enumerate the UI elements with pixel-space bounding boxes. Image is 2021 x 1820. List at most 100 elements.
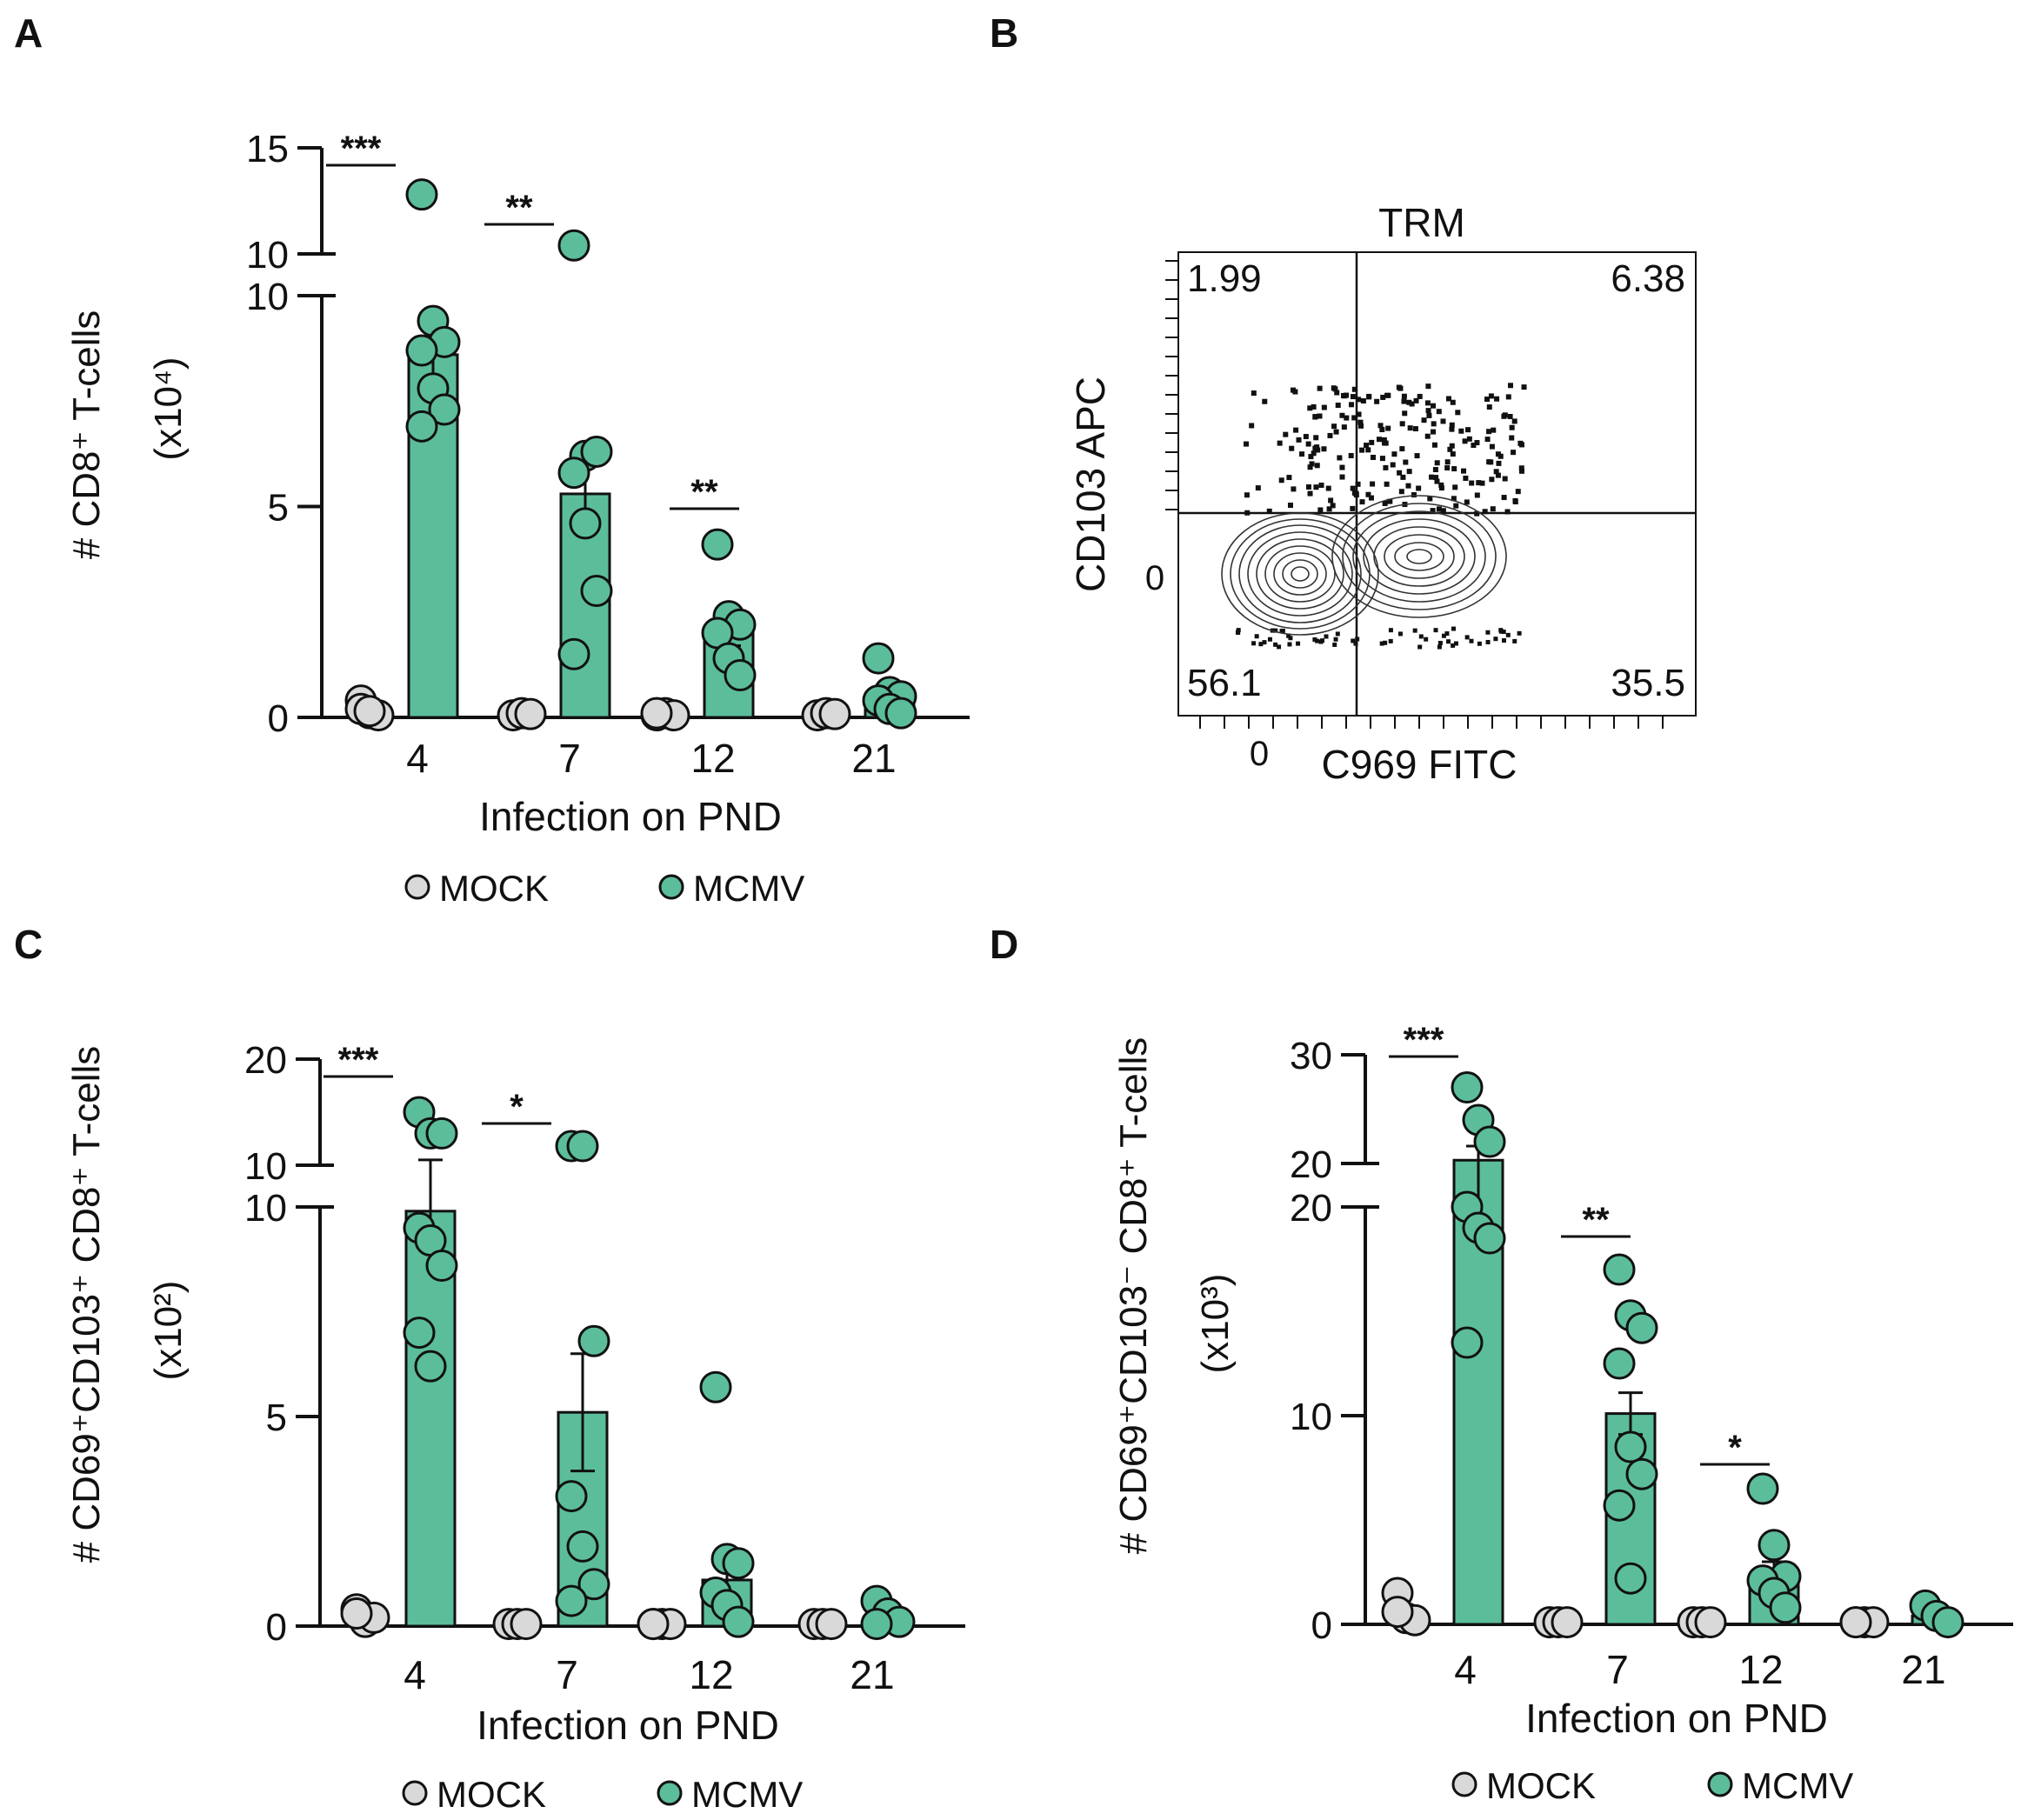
panel-b-event-dot-226 (1431, 421, 1437, 427)
panel-b-event-dot-172 (1471, 443, 1477, 449)
panel-d-legend-mcmv-label: MCMV (1742, 1765, 1853, 1806)
panel-c-ytick-label-lower-0: 0 (266, 1606, 287, 1649)
panel-b-event-dot-194 (1327, 432, 1333, 438)
panel-b-event-dot-134 (1350, 394, 1356, 400)
panel-a-point-mock-3-2 (818, 697, 851, 730)
panel-b-event-dot-96 (1426, 412, 1432, 418)
panel-a-point-mcmv-0-5 (428, 393, 461, 426)
panel-b-title: TRM (1378, 200, 1465, 245)
panel-d-ytick-label-lower-0: 0 (1311, 1604, 1332, 1647)
panel-b-event-dot-77 (1431, 442, 1437, 448)
panel-b-event-dot-116 (1490, 506, 1496, 512)
panel-b-event-dot-258 (1463, 475, 1469, 481)
panel-b-event-dot-178 (1364, 443, 1370, 449)
panel-b-event-dot-199 (1403, 459, 1409, 465)
panel-b-event-dot-239 (1434, 460, 1440, 466)
panel-b-event-dot-176 (1313, 484, 1319, 490)
panel-b-event-dot-197 (1350, 485, 1356, 491)
panel-b-event-dot-50 (1286, 475, 1292, 481)
panel-label-c: C (14, 922, 43, 967)
panel-b-contour-right-8 (1406, 549, 1432, 564)
panel-b-event-dot-low-36 (1418, 634, 1424, 639)
panel-c-point-mcmv-0-7 (414, 1350, 447, 1383)
panel-d-point-mcmv-0-2 (1473, 1125, 1506, 1158)
panel-b-event-dot-195 (1495, 472, 1501, 478)
panel-b-event-dot-low-49 (1397, 631, 1403, 637)
panel-b-event-dot-low-39 (1353, 641, 1358, 646)
panel-b-event-dot-85 (1424, 433, 1431, 439)
panel-b-event-dot-103 (1289, 445, 1295, 451)
panel-c-point-mcmv-1-1 (566, 1130, 599, 1163)
panel-a-point-mcmv-3-5 (884, 697, 917, 730)
panel-b-event-dot-253 (1383, 464, 1389, 470)
panel-d-xtick-label-2: 12 (1738, 1647, 1783, 1692)
panel-d-point-mcmv-2-0 (1746, 1472, 1779, 1505)
panel-c-chart: # CD69⁺CD103⁺ CD8⁺ T-cells (x10²) Infect… (65, 1039, 965, 1815)
panel-b-event-dot-low-32 (1277, 644, 1282, 650)
panel-b-event-dot-41 (1434, 478, 1440, 484)
panel-b-event-dot-low-52 (1437, 640, 1443, 645)
panel-b-event-dot-low-15 (1388, 638, 1393, 643)
panel-b-event-dot-low-18 (1469, 638, 1474, 643)
panel-b-event-dot-86 (1452, 484, 1458, 490)
panel-b-event-dot-233 (1455, 410, 1461, 416)
panel-b-event-dot-34 (1318, 482, 1324, 488)
panel-b-population-right (1331, 495, 1507, 618)
panel-b-quadrant-bottom-right: 35.5 (1611, 662, 1685, 704)
panel-b-event-dot-198 (1291, 486, 1297, 492)
panel-b-event-dot-low-53 (1446, 639, 1451, 644)
panel-a-xtick-label-2: 12 (690, 736, 735, 781)
panel-a-legend-mock-marker (404, 874, 430, 900)
panel-b-event-dot-57 (1321, 446, 1327, 452)
panel-b-event-dot-low-55 (1379, 641, 1384, 646)
panel-b-event-dot-low-16 (1262, 640, 1267, 645)
panel-b-event-dot-154 (1486, 404, 1492, 410)
panel-b-event-dot-179 (1484, 397, 1491, 403)
panel-c-point-mcmv-0-6 (403, 1317, 436, 1350)
panel-b-event-dot-171 (1358, 423, 1364, 429)
panel-label-b: B (990, 10, 1018, 56)
panel-c-xtick-label-0: 4 (404, 1652, 426, 1697)
panel-b-event-dot-low-38 (1288, 636, 1293, 641)
panel-b-event-dot-180 (1381, 437, 1387, 443)
panel-d-point-mcmv-1-7 (1614, 1562, 1647, 1595)
panel-a-ytick-label-upper-1: 15 (246, 128, 289, 170)
panel-b-event-dot-146 (1311, 450, 1317, 457)
panel-b-event-dot-243 (1344, 415, 1350, 421)
panel-d-legend-mock-marker (1451, 1771, 1477, 1797)
panel-b-event-dot-214 (1413, 397, 1419, 403)
panel-b-event-dot-low-14 (1464, 635, 1470, 640)
panel-b-event-dot-67 (1421, 417, 1427, 423)
panel-a-sig-label-0: *** (341, 130, 382, 168)
panel-b-event-dot-250 (1385, 392, 1391, 398)
panel-c-point-mcmv-1-4 (566, 1530, 599, 1563)
panel-b-event-dot-98 (1496, 460, 1502, 466)
panel-c-ylabel-unit: (x10²) (147, 1281, 190, 1381)
panel-c-sig-label-1: * (510, 1088, 524, 1126)
panel-b-event-dot-200 (1339, 464, 1345, 470)
panel-d-sig-label-0: *** (1404, 1021, 1444, 1059)
panel-c-point-mock-0-3 (340, 1597, 373, 1630)
panel-b-event-dot-240 (1255, 485, 1261, 491)
panel-b-contour-right-3 (1352, 510, 1486, 603)
panel-d-ylabel-unit: (x10³) (1194, 1274, 1237, 1374)
panel-d-sig-label-1: ** (1582, 1201, 1610, 1239)
panel-b-event-dot-212 (1521, 384, 1527, 390)
panel-b-event-dot-110 (1351, 386, 1357, 392)
panel-b-event-dot-237 (1469, 480, 1475, 486)
panel-b-y-tick: 0 (1145, 559, 1164, 597)
panel-a-point-mock-1-2 (514, 697, 547, 730)
panel-b-event-dot-97 (1449, 422, 1455, 428)
panel-b-event-dot-low-46 (1451, 626, 1456, 631)
panel-c-point-mcmv-0-2 (425, 1117, 458, 1150)
panel-b-event-dot-11 (1277, 440, 1283, 446)
panel-c-point-mcmv-2-0 (699, 1370, 732, 1403)
panel-c-point-mcmv-2-2 (722, 1547, 755, 1580)
panel-b-event-dot-low-43 (1501, 638, 1506, 643)
panel-b-event-dot-14 (1321, 404, 1327, 410)
panel-a-sig-label-1: ** (505, 189, 533, 227)
panel-b-event-dot-low-35 (1267, 637, 1272, 642)
panel-b-event-dot-8 (1399, 446, 1405, 452)
panel-b-event-dot-low-40 (1453, 641, 1458, 646)
panel-b-event-dot-low-41 (1433, 628, 1438, 633)
